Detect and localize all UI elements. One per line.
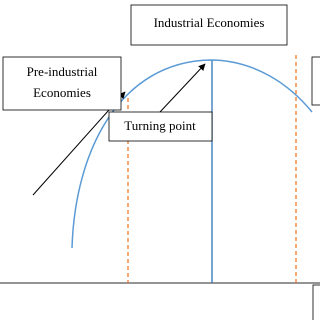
box-label: Pre-industrial [27,64,98,79]
label-box [108,111,213,142]
box-label: Turning point [124,118,196,133]
box-label: Economies [33,85,91,100]
arrow [159,63,206,113]
label-box [311,56,320,106]
label-box [312,284,320,320]
curve [71,59,313,249]
box-label: Industrial Economies [154,15,265,30]
label-box [130,4,288,46]
label-box [2,56,122,111]
